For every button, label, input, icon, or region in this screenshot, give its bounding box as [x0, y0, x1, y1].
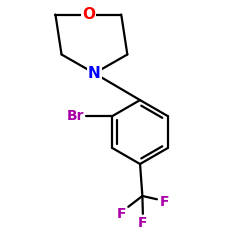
- Text: Br: Br: [67, 109, 84, 123]
- Text: O: O: [82, 7, 95, 22]
- Text: F: F: [160, 194, 170, 208]
- Text: N: N: [88, 66, 101, 81]
- Text: F: F: [138, 216, 147, 230]
- Text: F: F: [116, 207, 126, 221]
